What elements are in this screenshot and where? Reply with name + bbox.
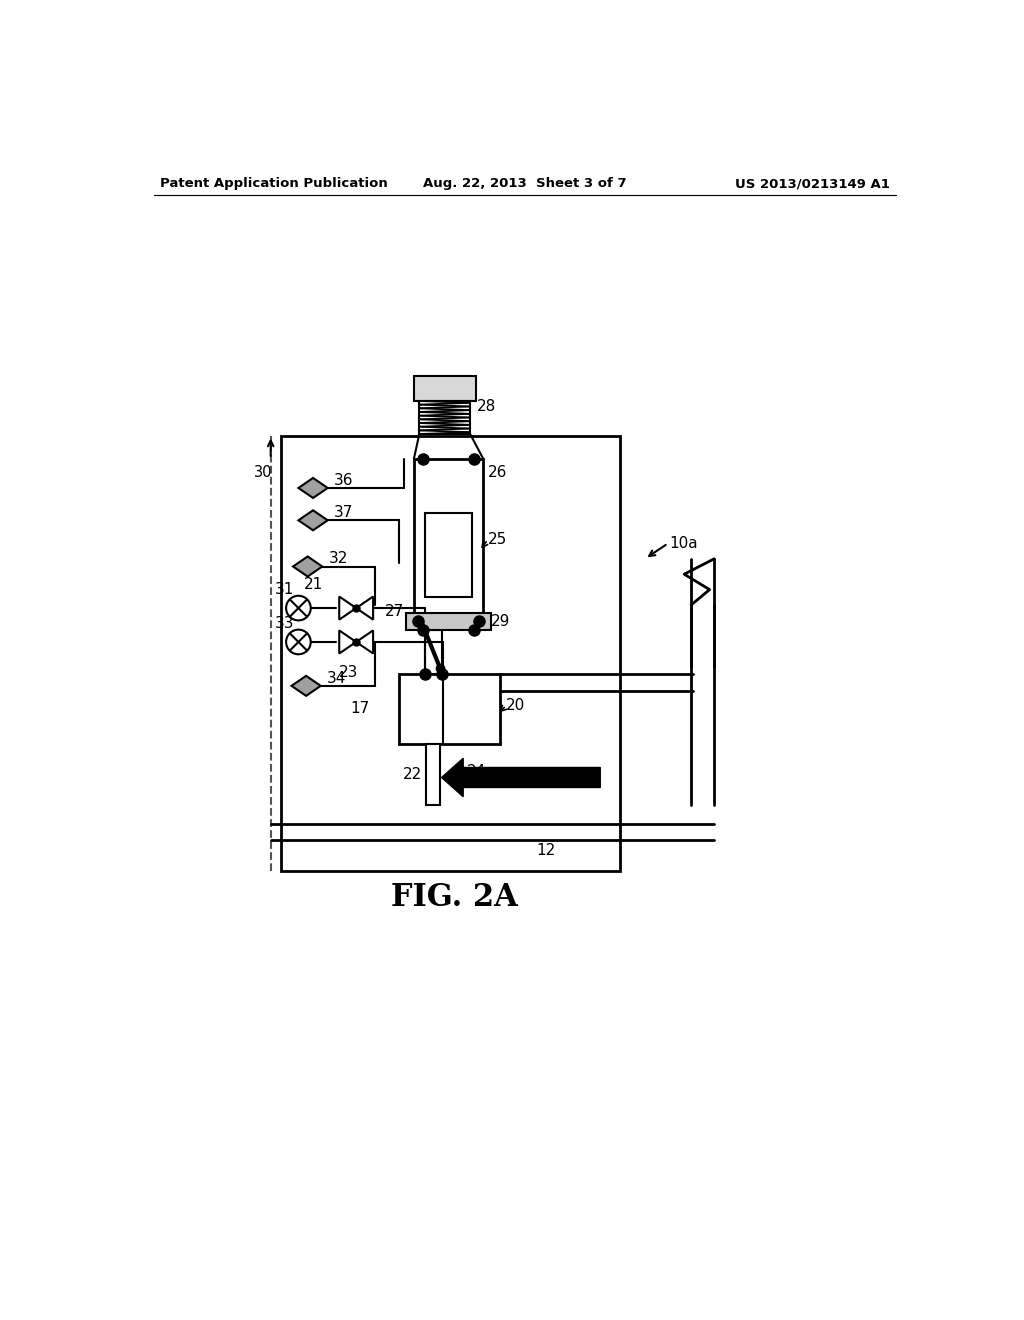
Text: 25: 25 [487, 532, 507, 546]
Polygon shape [298, 478, 328, 498]
Text: 31: 31 [275, 582, 295, 597]
Text: 37: 37 [334, 506, 353, 520]
Bar [414, 376, 475, 401]
Text: 24: 24 [467, 764, 486, 779]
Bar [407, 612, 490, 630]
Text: Patent Application Publication: Patent Application Publication [160, 177, 387, 190]
Text: 32: 32 [329, 552, 348, 566]
Polygon shape [356, 597, 373, 619]
Bar [425, 512, 472, 598]
Text: 26: 26 [487, 465, 507, 480]
Text: US 2013/0213149 A1: US 2013/0213149 A1 [735, 177, 890, 190]
Polygon shape [356, 631, 373, 653]
Text: 28: 28 [477, 400, 497, 414]
Text: 36: 36 [334, 473, 353, 488]
Text: 22: 22 [403, 767, 422, 781]
Polygon shape [298, 511, 328, 531]
Bar [426, 743, 440, 805]
Bar [419, 401, 470, 434]
Bar [398, 675, 500, 743]
Text: 30: 30 [254, 465, 272, 480]
FancyArrow shape [441, 758, 600, 797]
Text: 20: 20 [506, 698, 525, 713]
Bar [414, 459, 483, 612]
Text: 17: 17 [350, 701, 370, 717]
Polygon shape [339, 597, 356, 619]
Text: 33: 33 [275, 616, 295, 631]
Bar [281, 436, 620, 871]
Text: 10a: 10a [670, 536, 698, 550]
Bar [425, 630, 441, 675]
Text: 29: 29 [490, 614, 510, 628]
Text: 12: 12 [537, 843, 556, 858]
Text: 23: 23 [339, 665, 358, 680]
Polygon shape [293, 557, 323, 577]
Text: FIG. 2A: FIG. 2A [390, 882, 517, 913]
Text: 27: 27 [385, 603, 403, 619]
Text: Aug. 22, 2013  Sheet 3 of 7: Aug. 22, 2013 Sheet 3 of 7 [423, 177, 627, 190]
Text: 21: 21 [304, 577, 323, 593]
Text: 34: 34 [327, 671, 346, 685]
Polygon shape [339, 631, 356, 653]
Polygon shape [292, 676, 321, 696]
